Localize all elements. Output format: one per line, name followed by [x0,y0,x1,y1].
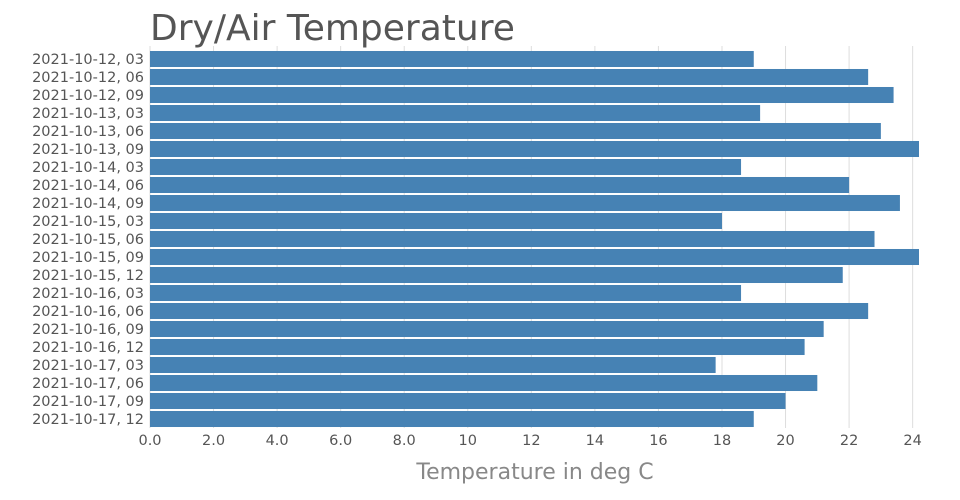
bar-17 [150,356,716,374]
y-tick-label-20: 2021-10-17, 12 [32,412,144,428]
y-tick-label-1: 2021-10-12, 06 [32,70,144,86]
y-tick-label-9: 2021-10-15, 03 [32,214,144,230]
x-tick-label-7: 14 [586,433,604,449]
bar-2 [150,86,894,104]
y-tick-label-7: 2021-10-14, 06 [32,178,144,194]
y-axis-ticks: 2021-10-12, 03 2021-10-12, 06 2021-10-12, … [32,52,144,428]
bar-16 [150,338,805,356]
bar-5 [150,140,919,158]
x-tick-label-10: 20 [776,433,794,449]
y-tick-label-15: 2021-10-16, 09 [32,322,144,338]
bar-0 [150,50,754,68]
y-tick-label-10: 2021-10-15, 06 [32,232,144,248]
y-tick-label-11: 2021-10-15, 09 [32,250,144,266]
bar-10 [150,230,875,248]
x-tick-label-0: 0.0 [138,433,161,449]
y-tick-label-8: 2021-10-14, 09 [32,196,144,212]
bar-6 [150,158,742,176]
bar-19 [150,392,786,410]
y-tick-label-5: 2021-10-13, 09 [32,142,144,158]
bar-1 [150,68,869,86]
x-tick-label-4: 8.0 [393,433,416,449]
y-tick-label-2: 2021-10-12, 09 [32,88,144,104]
y-tick-label-4: 2021-10-13, 06 [32,124,144,140]
x-tick-label-6: 12 [522,433,540,449]
y-tick-label-0: 2021-10-12, 03 [32,52,144,68]
bar-7 [150,176,850,194]
x-tick-label-1: 2.0 [202,433,225,449]
x-tick-label-3: 6.0 [329,433,352,449]
x-tick-label-8: 16 [649,433,667,449]
chart-title: Dry/Air Temperature [150,8,515,49]
y-tick-label-12: 2021-10-15, 12 [32,268,144,284]
x-tick-label-5: 10 [459,433,477,449]
y-tick-label-14: 2021-10-16, 06 [32,304,144,320]
bar-4 [150,122,881,140]
y-tick-label-13: 2021-10-16, 03 [32,286,144,302]
x-tick-label-11: 22 [840,433,858,449]
x-tick-label-9: 18 [713,433,731,449]
x-tick-label-2: 4.0 [266,433,289,449]
bars [150,50,919,428]
bar-15 [150,320,824,338]
x-axis-label: Temperature in deg C [415,460,653,485]
x-axis-ticks: 0.0 2.0 4.0 6.0 8.0 10 12 14 16 18 20 22 24 [138,433,921,449]
bar-3 [150,104,761,122]
bar-8 [150,194,900,212]
y-tick-label-18: 2021-10-17, 06 [32,376,144,392]
bar-11 [150,248,919,266]
y-tick-label-3: 2021-10-13, 03 [32,106,144,122]
y-tick-label-17: 2021-10-17, 03 [32,358,144,374]
bar-9 [150,212,722,230]
bar-18 [150,374,818,392]
y-tick-label-19: 2021-10-17, 09 [32,394,144,410]
bar-13 [150,284,742,302]
x-tick-label-12: 24 [903,433,921,449]
y-tick-label-6: 2021-10-14, 03 [32,160,144,176]
bar-12 [150,266,843,284]
bar-14 [150,302,869,320]
bar-20 [150,410,754,428]
y-tick-label-16: 2021-10-16, 12 [32,340,144,356]
